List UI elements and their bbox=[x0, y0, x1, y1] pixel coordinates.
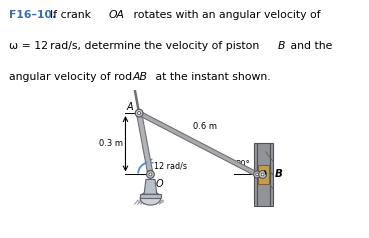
Text: 30°: 30° bbox=[235, 160, 250, 169]
Circle shape bbox=[256, 173, 259, 176]
Circle shape bbox=[149, 173, 152, 176]
Circle shape bbox=[146, 171, 154, 178]
Text: 0.6 m: 0.6 m bbox=[193, 122, 217, 131]
Text: rotates with an angular velocity of: rotates with an angular velocity of bbox=[130, 10, 321, 20]
Polygon shape bbox=[137, 113, 153, 175]
Text: and the: and the bbox=[287, 41, 332, 51]
Text: AB: AB bbox=[132, 72, 147, 82]
Text: A: A bbox=[126, 102, 133, 112]
Polygon shape bbox=[144, 179, 157, 194]
Bar bbox=[254, 143, 257, 206]
Text: OA: OA bbox=[109, 10, 125, 20]
Text: 0.3 m: 0.3 m bbox=[99, 139, 123, 148]
Circle shape bbox=[261, 173, 264, 176]
Text: F16–10.: F16–10. bbox=[9, 10, 56, 20]
Ellipse shape bbox=[140, 191, 161, 205]
Bar bbox=[139, 194, 161, 198]
Text: angular velocity of rod: angular velocity of rod bbox=[9, 72, 136, 82]
Text: 12 rad/s: 12 rad/s bbox=[154, 161, 187, 170]
Circle shape bbox=[254, 171, 261, 178]
Bar bbox=[257, 143, 270, 206]
Text: B: B bbox=[277, 41, 285, 51]
Text: B: B bbox=[275, 169, 283, 179]
Circle shape bbox=[135, 109, 143, 117]
Text: ω = 12 rad/s, determine the velocity of piston: ω = 12 rad/s, determine the velocity of … bbox=[9, 41, 263, 51]
Bar bbox=[270, 143, 273, 206]
Text: at the instant shown.: at the instant shown. bbox=[152, 72, 271, 82]
Bar bbox=[258, 165, 269, 184]
Polygon shape bbox=[138, 111, 258, 176]
Text: If crank: If crank bbox=[50, 10, 94, 20]
Text: O: O bbox=[155, 178, 163, 188]
Circle shape bbox=[259, 171, 266, 178]
Circle shape bbox=[138, 112, 141, 115]
